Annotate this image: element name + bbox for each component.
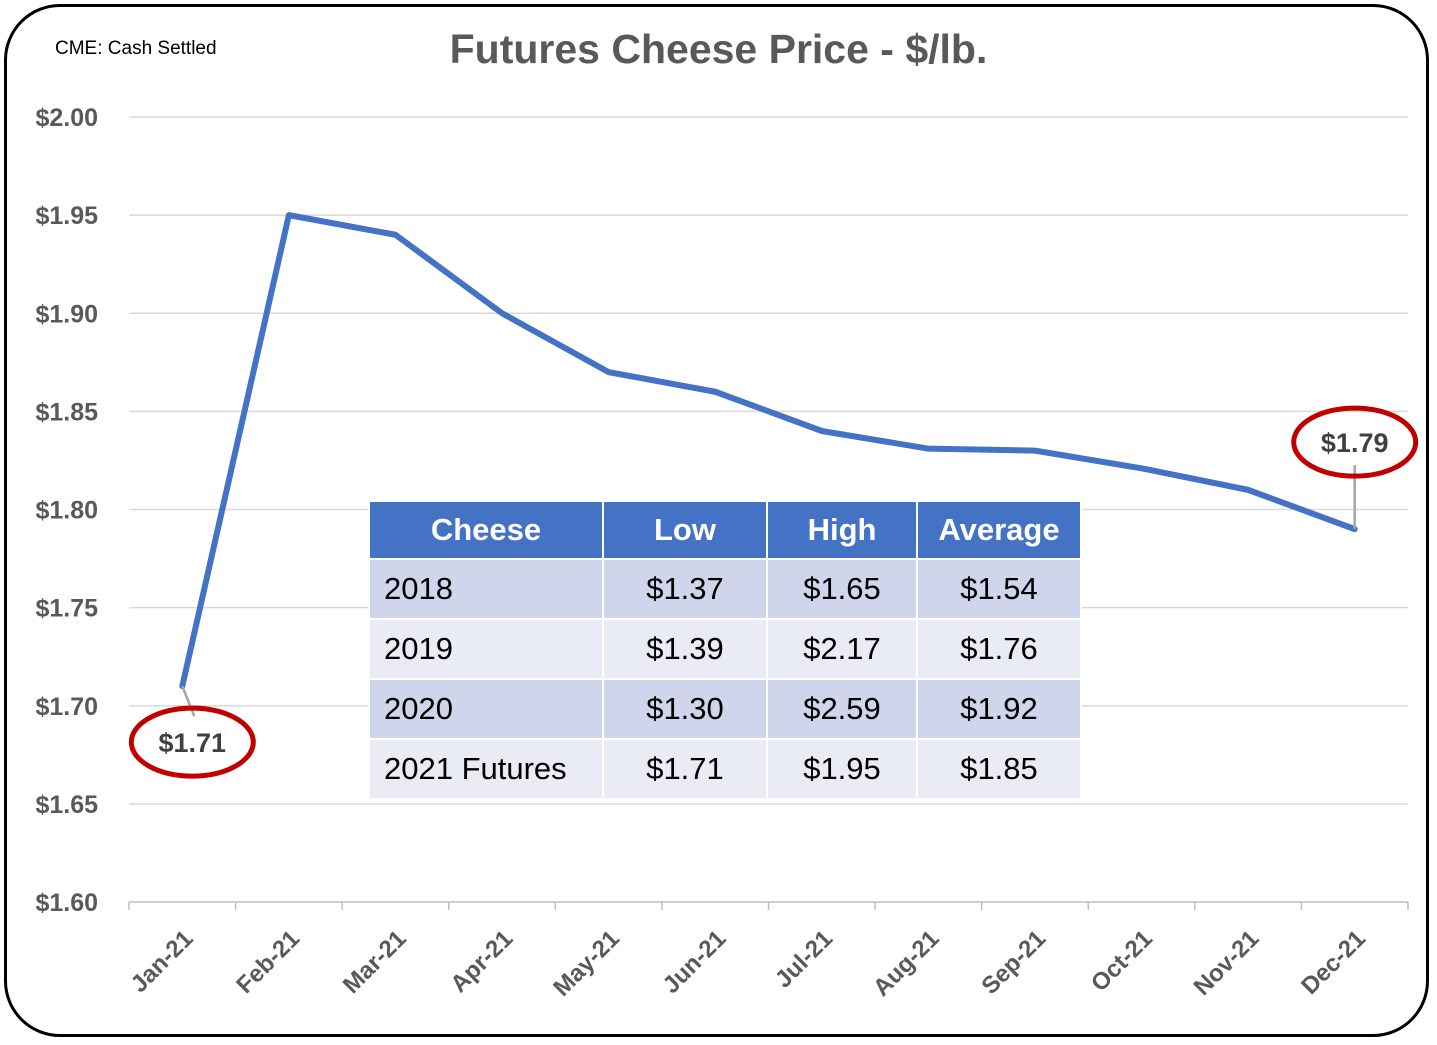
y-axis: $1.60 $1.65 $1.70 $1.75 $1.80 $1.85 $1.90 $1.95… [35, 104, 98, 917]
callout-leader [181, 685, 196, 717]
series-line [179, 212, 1358, 690]
source-note: CME: Cash Settled [55, 38, 217, 59]
y-tick-label: $1.85 [35, 398, 98, 426]
header-average: Average [916, 500, 1082, 560]
high-cell: $1.95 [766, 738, 918, 800]
high-cell: $2.59 [766, 678, 918, 740]
x-tick-label: Aug-21 [868, 925, 945, 1002]
low-cell: $1.37 [602, 558, 768, 620]
header-high: High [766, 500, 918, 560]
x-tick-label: Oct-21 [1086, 925, 1158, 997]
callout-label: $1.79 [1321, 428, 1389, 458]
chart-title: Futures Cheese Price - $/lb. [449, 26, 988, 72]
average-cell: $1.54 [916, 558, 1082, 620]
x-tick-label: Feb-21 [231, 925, 305, 999]
average-cell: $1.85 [916, 738, 1082, 800]
table-header-row: Cheese Low High Average [368, 500, 1082, 560]
table-row: 2018 $1.37 $1.65 $1.54 [368, 558, 1082, 620]
header-low: Low [602, 500, 768, 560]
table-row: 2021 Futures $1.71 $1.95 $1.85 [368, 738, 1082, 800]
x-axis: Jan-21 Feb-21 Mar-21 Apr-21 May-21 Jun-21 Jul-… [126, 901, 1409, 1002]
low-cell: $1.30 [602, 678, 768, 740]
y-tick-label: $2.00 [35, 104, 98, 132]
y-tick-label: $1.95 [35, 202, 98, 230]
low-cell: $1.71 [602, 738, 768, 800]
table-row: 2019 $1.39 $2.17 $1.76 [368, 618, 1082, 680]
row-label: 2021 Futures [368, 738, 604, 800]
high-cell: $1.65 [766, 558, 918, 620]
x-tick-label: Jan-21 [126, 925, 199, 998]
table-row: 2020 $1.30 $2.59 $1.92 [368, 678, 1082, 740]
header-cheese: Cheese [368, 500, 604, 560]
high-cell: $2.17 [766, 618, 918, 680]
x-tick-label: Jun-21 [658, 925, 732, 999]
y-tick-label: $1.70 [35, 693, 98, 721]
average-cell: $1.76 [916, 618, 1082, 680]
y-tick-label: $1.80 [35, 497, 98, 525]
row-label: 2018 [368, 558, 604, 620]
average-cell: $1.92 [916, 678, 1082, 740]
y-tick-label: $1.60 [35, 889, 98, 917]
annotations-layer: $1.71 $1.79 [128, 405, 1419, 779]
y-tick-label: $1.75 [35, 595, 98, 623]
row-label: 2019 [368, 618, 604, 680]
price-summary-table: Cheese Low High Average 2018 $1.37 $1.65… [368, 500, 1082, 800]
callout-circle [1291, 405, 1419, 479]
x-tick-label: Mar-21 [338, 925, 412, 999]
x-tick-label: Nov-21 [1189, 925, 1265, 1001]
x-tick-label: Dec-21 [1296, 925, 1371, 1000]
callout-label: $1.71 [159, 728, 227, 758]
callout-circle [128, 705, 256, 779]
y-tick-label: $1.65 [35, 791, 98, 819]
x-tick-label: Apr-21 [445, 925, 518, 998]
x-tick-label: May-21 [548, 925, 625, 1002]
x-tick-label: Sep-21 [976, 925, 1051, 1000]
series-layer [179, 212, 1358, 690]
row-label: 2020 [368, 678, 604, 740]
y-tick-label: $1.90 [35, 300, 98, 328]
x-tick-label: Jul-21 [770, 925, 838, 993]
low-cell: $1.39 [602, 618, 768, 680]
